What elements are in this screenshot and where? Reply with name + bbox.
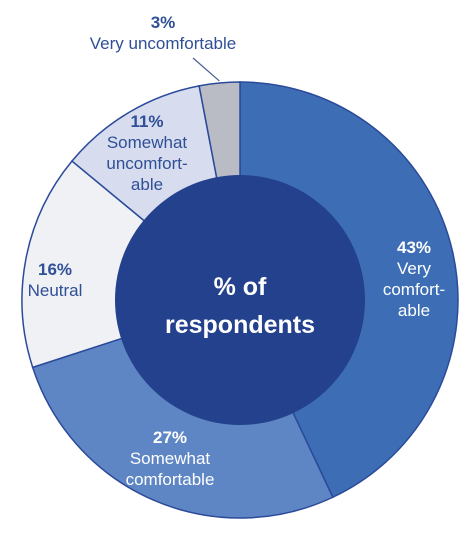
slice-label-very-comfortable-line-2: comfort- (383, 280, 445, 299)
slice-label-somewhat-comfortable-line-1: Somewhat (130, 449, 211, 468)
slice-label-very-uncomfortable-line-1: Very uncomfortable (90, 34, 236, 53)
slice-label-somewhat-uncomfortable-line-2: uncomfort- (106, 154, 187, 173)
slice-percent-somewhat-comfortable: 27% (153, 428, 187, 447)
slice-label-somewhat-comfortable-line-2: comfortable (126, 470, 215, 489)
slice-percent-very-comfortable: 43% (397, 238, 431, 257)
slice-label-very-comfortable-line-3: able (398, 301, 430, 320)
center-label-line-2: respondents (165, 311, 315, 339)
slice-label-very-comfortable-line-1: Very (397, 259, 432, 278)
slice-label-neutral-line-1: Neutral (28, 281, 83, 300)
leader-line-very-uncomfortable (192, 57, 220, 82)
slice-percent-very-uncomfortable: 3% (151, 13, 176, 32)
center-label-line-1: % of (214, 273, 267, 301)
labels-layer: 43% Very comfort-able 27% Somewhat comfortabl… (28, 13, 446, 489)
slice-percent-neutral: 16% (38, 260, 72, 279)
slice-label-somewhat-uncomfortable-line-3: able (131, 175, 163, 194)
slice-percent-somewhat-uncomfortable: 11% (130, 112, 163, 131)
center-circle (115, 175, 365, 425)
slice-label-somewhat-uncomfortable-line-1: Somewhat (107, 133, 188, 152)
